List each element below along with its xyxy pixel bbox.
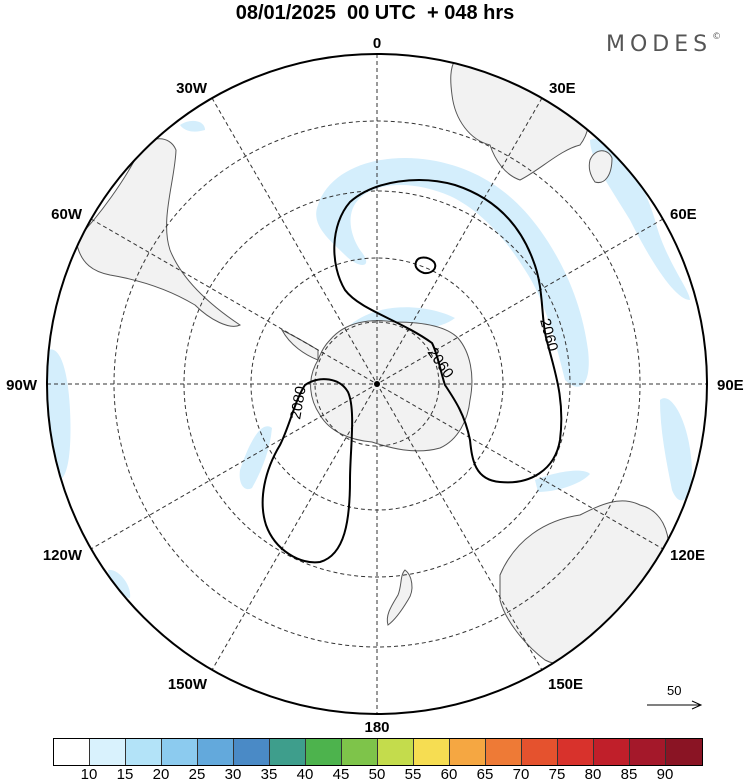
colorbar — [53, 738, 703, 766]
north-shading — [180, 120, 205, 132]
brand-copyright-mark: © — [712, 31, 722, 42]
contour-label-3: 2080 — [287, 385, 310, 421]
colorbar-swatch — [450, 739, 486, 765]
latitude-circle-4 — [113, 120, 641, 648]
colorbar-swatch — [594, 739, 630, 765]
colorbar-swatch — [558, 739, 594, 765]
antarctic-peninsula — [280, 328, 319, 361]
modes-logo: MODES© — [606, 32, 721, 57]
pole-dot — [374, 381, 380, 387]
colorbar-tick-label: 60 — [440, 766, 458, 783]
colorbar-tick-label: 65 — [476, 766, 494, 783]
east-edge-shading — [660, 398, 692, 501]
colorbar-swatch — [162, 739, 198, 765]
colorbar-tick-label: 55 — [404, 766, 422, 783]
colorbar-swatch — [54, 739, 90, 765]
lon-label-90e: 90E — [717, 377, 744, 394]
lon-label-150w: 150W — [168, 676, 208, 693]
contour-small-loop — [414, 256, 437, 275]
lon-label-0: 0 — [373, 35, 381, 52]
map-boundary — [46, 53, 708, 715]
lon-label-120w: 120W — [43, 547, 83, 564]
colorbar-swatch — [306, 739, 342, 765]
colorbar-tick-label: 70 — [512, 766, 530, 783]
reference-vector-label: 50 — [667, 683, 682, 698]
lon-label-150e: 150E — [548, 676, 583, 693]
colorbar-swatch — [414, 739, 450, 765]
contours — [261, 179, 563, 564]
new-zealand — [386, 569, 413, 626]
south-america — [75, 138, 241, 327]
colorbar-swatch — [378, 739, 414, 765]
lon-label-180: 180 — [364, 719, 389, 736]
colorbar-swatch — [342, 739, 378, 765]
jet-streak-shading — [316, 157, 589, 387]
colorbar-swatch — [522, 739, 558, 765]
contour-2080 — [261, 378, 354, 564]
colorbar-tick-label: 85 — [620, 766, 638, 783]
lon-label-60e: 60E — [670, 206, 697, 223]
colorbar-swatch — [666, 739, 702, 765]
colorbar-swatch — [630, 739, 666, 765]
colorbar-swatch — [234, 739, 270, 765]
colorbar-labels: 10 15 20 25 30 35 40 45 50 55 60 65 70 75 80 85 90 — [0, 766, 750, 783]
colorbar-tick-label: 90 — [656, 766, 674, 783]
colorbar-tick-label: 45 — [332, 766, 350, 783]
colorbar-tick-label: 30 — [224, 766, 242, 783]
west-edge-shading — [47, 349, 71, 480]
lon-label-30e: 30E — [549, 80, 576, 97]
colorbar-swatch — [198, 739, 234, 765]
colorbar-swatch — [486, 739, 522, 765]
map-title: 08/01/2025 00 UTC + 048 hrs — [235, 2, 515, 24]
colorbar-tick-label: 35 — [260, 766, 278, 783]
colorbar-tick-label: 15 — [116, 766, 134, 783]
reference-vector — [647, 700, 703, 710]
colorbar-tick-label: 50 — [368, 766, 386, 783]
colorbar-tick-label: 20 — [152, 766, 170, 783]
lon-label-60w: 60W — [51, 206, 83, 223]
colorbar-tick-label: 75 — [548, 766, 566, 783]
reference-vector-arrowhead — [691, 700, 703, 710]
west-pacific-shading — [239, 426, 272, 490]
lon-label-30w: 30W — [176, 80, 208, 97]
brand-text: MODES — [606, 32, 713, 57]
colorbar-swatch — [126, 739, 162, 765]
colorbar-tick-label: 80 — [584, 766, 602, 783]
madagascar — [588, 150, 613, 184]
colorbar-tick-label: 40 — [296, 766, 314, 783]
contour-2060 — [333, 179, 563, 484]
south-shading — [108, 569, 131, 598]
southeast-shading — [535, 470, 590, 492]
africa — [450, 58, 589, 181]
latitude-circle-3 — [183, 190, 571, 578]
colorbar-swatch — [270, 739, 306, 765]
colorbar-tick-label: 25 — [188, 766, 206, 783]
antarctica — [310, 320, 473, 452]
lon-label-90w: 90W — [6, 377, 38, 394]
colorbar-swatch — [90, 739, 126, 765]
lon-label-120e: 120E — [670, 547, 705, 564]
northeast-shading — [590, 138, 690, 300]
colorbar-tick-label: 10 — [80, 766, 98, 783]
